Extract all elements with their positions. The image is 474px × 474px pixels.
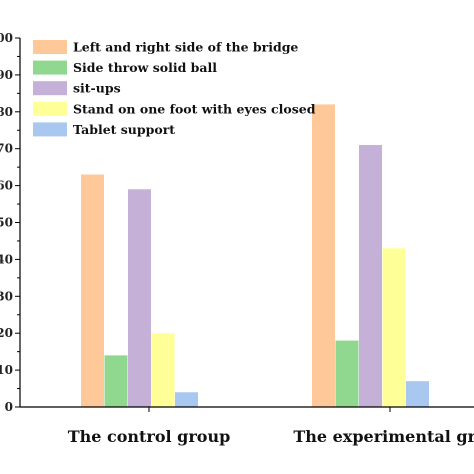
legend-swatch (33, 60, 67, 75)
bar-1-5 (175, 392, 198, 407)
legend-swatch (33, 40, 67, 54)
y-tick-label: 0 (5, 400, 13, 414)
legend-label: Tablet support (73, 122, 175, 137)
legend: Left and right side of the bridge Side th… (33, 40, 316, 137)
bar-2-2 (335, 340, 359, 407)
y-tick-label: 80 (0, 105, 13, 119)
legend-swatch (33, 122, 67, 137)
y-tick-label: 50 (0, 216, 13, 230)
legend-swatch (33, 81, 67, 96)
y-tick-label: 90 (0, 68, 13, 82)
bar-1-1 (81, 174, 104, 407)
legend-label: Side throw solid ball (73, 60, 217, 75)
legend-label: Left and right side of the bridge (73, 40, 298, 55)
y-tick-label: 10 (0, 363, 13, 377)
bar-1-2 (104, 355, 128, 407)
bars (81, 104, 429, 408)
legend-swatch (33, 101, 67, 116)
y-tick-label: 40 (0, 252, 13, 266)
y-axis: 0 10 20 30 40 50 60 70 80 90 100 (0, 31, 21, 414)
y-tick-label: 30 (0, 289, 13, 303)
x-category-label: The control group (68, 427, 231, 446)
bar-2-5 (406, 381, 429, 407)
y-tick-label: 20 (0, 326, 13, 340)
y-tick-label: 100 (0, 31, 13, 45)
bar-2-4 (382, 248, 406, 407)
x-axis: The control group The experimental gro (20, 406, 474, 446)
bar-2-3 (359, 145, 382, 407)
legend-label: Stand on one foot with eyes closed (73, 101, 316, 116)
y-tick-label: 70 (0, 142, 13, 156)
x-category-label: The experimental gro (293, 427, 474, 446)
bar-1-3 (128, 189, 151, 407)
bar-1-4 (151, 333, 175, 407)
y-tick-label: 60 (0, 179, 13, 193)
legend-label: sit-ups (73, 81, 121, 96)
bar-2-1 (312, 104, 335, 408)
